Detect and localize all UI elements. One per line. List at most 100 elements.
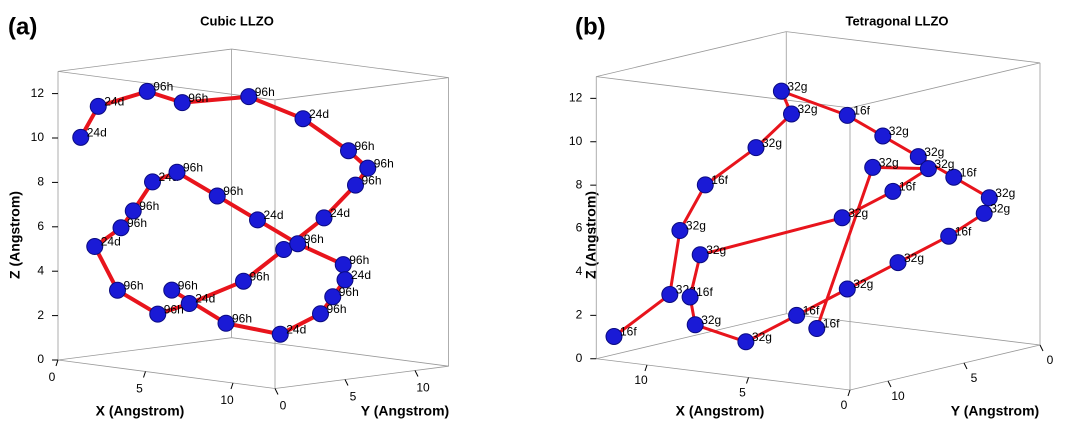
x-tick bbox=[231, 383, 233, 389]
y-tick-label: 0 bbox=[1047, 353, 1054, 367]
site-label: 24d bbox=[286, 322, 306, 336]
z-tick-label: 4 bbox=[576, 264, 583, 278]
x-tick-label: 5 bbox=[136, 382, 143, 396]
site-label: 32g bbox=[904, 251, 924, 265]
site-label: 32g bbox=[706, 243, 726, 257]
site-label: 96h bbox=[178, 278, 198, 292]
figure: (a) Cubic LLZO X (Angstrom) Y (Angstrom)… bbox=[0, 0, 1065, 426]
site-label: 32g bbox=[798, 102, 818, 116]
x-tick-label: 0 bbox=[49, 370, 56, 384]
y-axis-label: Y (Angstrom) bbox=[951, 403, 1039, 419]
site-label: 96h bbox=[223, 184, 243, 198]
z-tick-label: 0 bbox=[576, 351, 583, 365]
site-label: 16f bbox=[803, 304, 820, 318]
box-edge bbox=[58, 49, 232, 71]
y-tick bbox=[415, 371, 418, 377]
site-label: 32g bbox=[995, 186, 1015, 200]
site-label: 32g bbox=[701, 313, 721, 327]
site-label: 32g bbox=[787, 79, 807, 93]
box-edge bbox=[786, 32, 1040, 63]
site-label: 32g bbox=[848, 206, 868, 220]
site-label: 96h bbox=[164, 302, 184, 316]
y-tick-label: 5 bbox=[971, 371, 978, 385]
y-axis-label: Y (Angstrom) bbox=[361, 403, 449, 419]
box-edge bbox=[275, 78, 449, 100]
site-label: 96h bbox=[355, 139, 375, 153]
site-label: 32g bbox=[853, 277, 873, 291]
site-label: 96h bbox=[183, 160, 203, 174]
site-label: 32g bbox=[752, 330, 772, 344]
site-label: 32g bbox=[934, 157, 954, 171]
y-tick-label: 10 bbox=[891, 389, 905, 403]
chart-title: Cubic LLZO bbox=[200, 13, 274, 28]
z-tick-label: 12 bbox=[569, 91, 583, 105]
x-tick-label: 10 bbox=[634, 373, 648, 387]
site-label: 96h bbox=[139, 199, 159, 213]
site-label: 16f bbox=[899, 180, 916, 194]
y-tick-label: 5 bbox=[350, 390, 357, 404]
x-tick bbox=[747, 378, 749, 384]
box-edge bbox=[58, 338, 232, 360]
site-label: 96h bbox=[153, 80, 173, 94]
chart-title: Tetragonal LLZO bbox=[845, 13, 948, 28]
site-label: 16f bbox=[620, 325, 637, 339]
x-tick bbox=[56, 360, 58, 366]
x-tick-label: 10 bbox=[220, 393, 234, 407]
site-label: 96h bbox=[339, 285, 359, 299]
z-tick-label: 0 bbox=[37, 352, 44, 366]
site-label: 96h bbox=[250, 269, 270, 283]
y-tick-label: 10 bbox=[416, 381, 430, 395]
x-tick bbox=[645, 365, 647, 371]
z-tick-label: 2 bbox=[576, 308, 583, 322]
site-label: 96h bbox=[232, 311, 252, 325]
z-tick-label: 8 bbox=[576, 177, 583, 191]
site-label: 24d bbox=[87, 126, 107, 140]
site-label: 96h bbox=[349, 253, 369, 267]
site-label: 96h bbox=[124, 278, 144, 292]
y-tick bbox=[345, 380, 348, 386]
z-tick-label: 12 bbox=[31, 86, 45, 100]
z-tick-label: 8 bbox=[37, 175, 44, 189]
site-label: 24d bbox=[101, 235, 121, 249]
site-label: 16f bbox=[823, 317, 840, 331]
y-tick bbox=[1040, 345, 1043, 351]
z-axis-label: Z (Angstrom) bbox=[7, 191, 23, 279]
site-label: 24d bbox=[309, 107, 329, 121]
y-tick bbox=[964, 363, 967, 369]
x-tick bbox=[144, 372, 146, 378]
site-label: 16f bbox=[711, 173, 728, 187]
site-label: 16f bbox=[853, 104, 870, 118]
z-tick-label: 2 bbox=[37, 308, 44, 322]
x-tick-label: 0 bbox=[841, 398, 848, 412]
box-edge bbox=[58, 360, 275, 389]
site-label: 96h bbox=[362, 173, 382, 187]
site-label: 24d bbox=[195, 292, 215, 306]
z-tick-label: 10 bbox=[569, 134, 583, 148]
box-edge bbox=[850, 63, 1040, 108]
box-edge bbox=[232, 49, 449, 78]
site-label: 16f bbox=[955, 224, 972, 238]
site-label: 32g bbox=[879, 156, 899, 170]
x-axis-label: X (Angstrom) bbox=[96, 403, 185, 419]
y-tick-label: 0 bbox=[280, 399, 287, 413]
y-tick bbox=[275, 389, 278, 395]
site-label: 24d bbox=[104, 95, 124, 109]
z-tick-label: 6 bbox=[37, 219, 44, 233]
z-tick-label: 4 bbox=[37, 263, 44, 277]
x-tick bbox=[848, 390, 850, 396]
site-label: 24d bbox=[264, 208, 284, 222]
z-tick-label: 6 bbox=[576, 221, 583, 235]
site-label: 16f bbox=[696, 285, 713, 299]
x-axis-label: X (Angstrom) bbox=[676, 403, 765, 419]
site-label: 16f bbox=[960, 165, 977, 179]
box-edge bbox=[232, 338, 449, 367]
site-label: 32g bbox=[889, 124, 909, 138]
y-tick bbox=[888, 381, 891, 387]
site-label: 96h bbox=[188, 91, 208, 105]
site-label: 24d bbox=[351, 268, 371, 282]
site-label: 96h bbox=[327, 302, 347, 316]
box-edge bbox=[596, 32, 786, 77]
site-label: 24d bbox=[330, 206, 350, 220]
x-tick-label: 5 bbox=[739, 386, 746, 400]
z-tick-label: 10 bbox=[31, 130, 45, 144]
